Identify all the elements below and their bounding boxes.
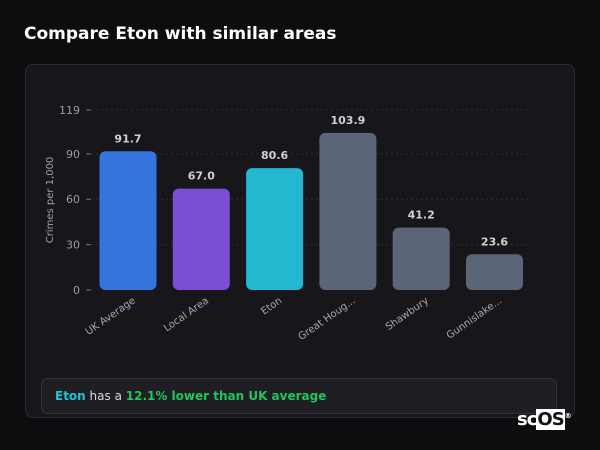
x-tick-label: Great Houg... (297, 295, 358, 342)
y-tick-label: 0 (73, 284, 80, 297)
y-tick-label: 60 (66, 193, 80, 206)
data-label: 80.6 (261, 149, 288, 162)
bar (319, 132, 377, 290)
summary-place: Eton (55, 389, 86, 403)
bar (466, 254, 523, 290)
x-tick-label: Eton (259, 295, 284, 317)
bar (246, 168, 304, 290)
summary-highlight: 12.1% lower than UK average (125, 389, 327, 403)
data-label: 67.0 (188, 170, 215, 183)
x-tick-label: Gunnislake... (445, 295, 504, 341)
y-axis-label: Crimes per 1,000 (45, 157, 56, 244)
x-tick-label: Shawbury (384, 295, 431, 333)
summary-box: Eton has a 12.1% lower than UK average (41, 378, 557, 414)
bar (392, 227, 450, 290)
bar (99, 151, 157, 290)
y-tick-label: 30 (66, 239, 80, 252)
y-tick-label: 119 (59, 104, 80, 117)
bar (172, 188, 230, 290)
x-tick-label: Local Area (162, 295, 211, 334)
page-title: Compare Eton with similar areas (24, 24, 337, 44)
y-tick-label: 90 (66, 148, 80, 161)
data-label: 91.7 (114, 132, 141, 145)
x-tick-label: UK Average (84, 295, 138, 337)
data-label: 103.9 (331, 114, 366, 127)
summary-text: has a (85, 389, 126, 403)
scos-logo: scOS® (517, 409, 572, 430)
data-label: 23.6 (481, 235, 508, 248)
data-label: 41.2 (408, 209, 435, 222)
